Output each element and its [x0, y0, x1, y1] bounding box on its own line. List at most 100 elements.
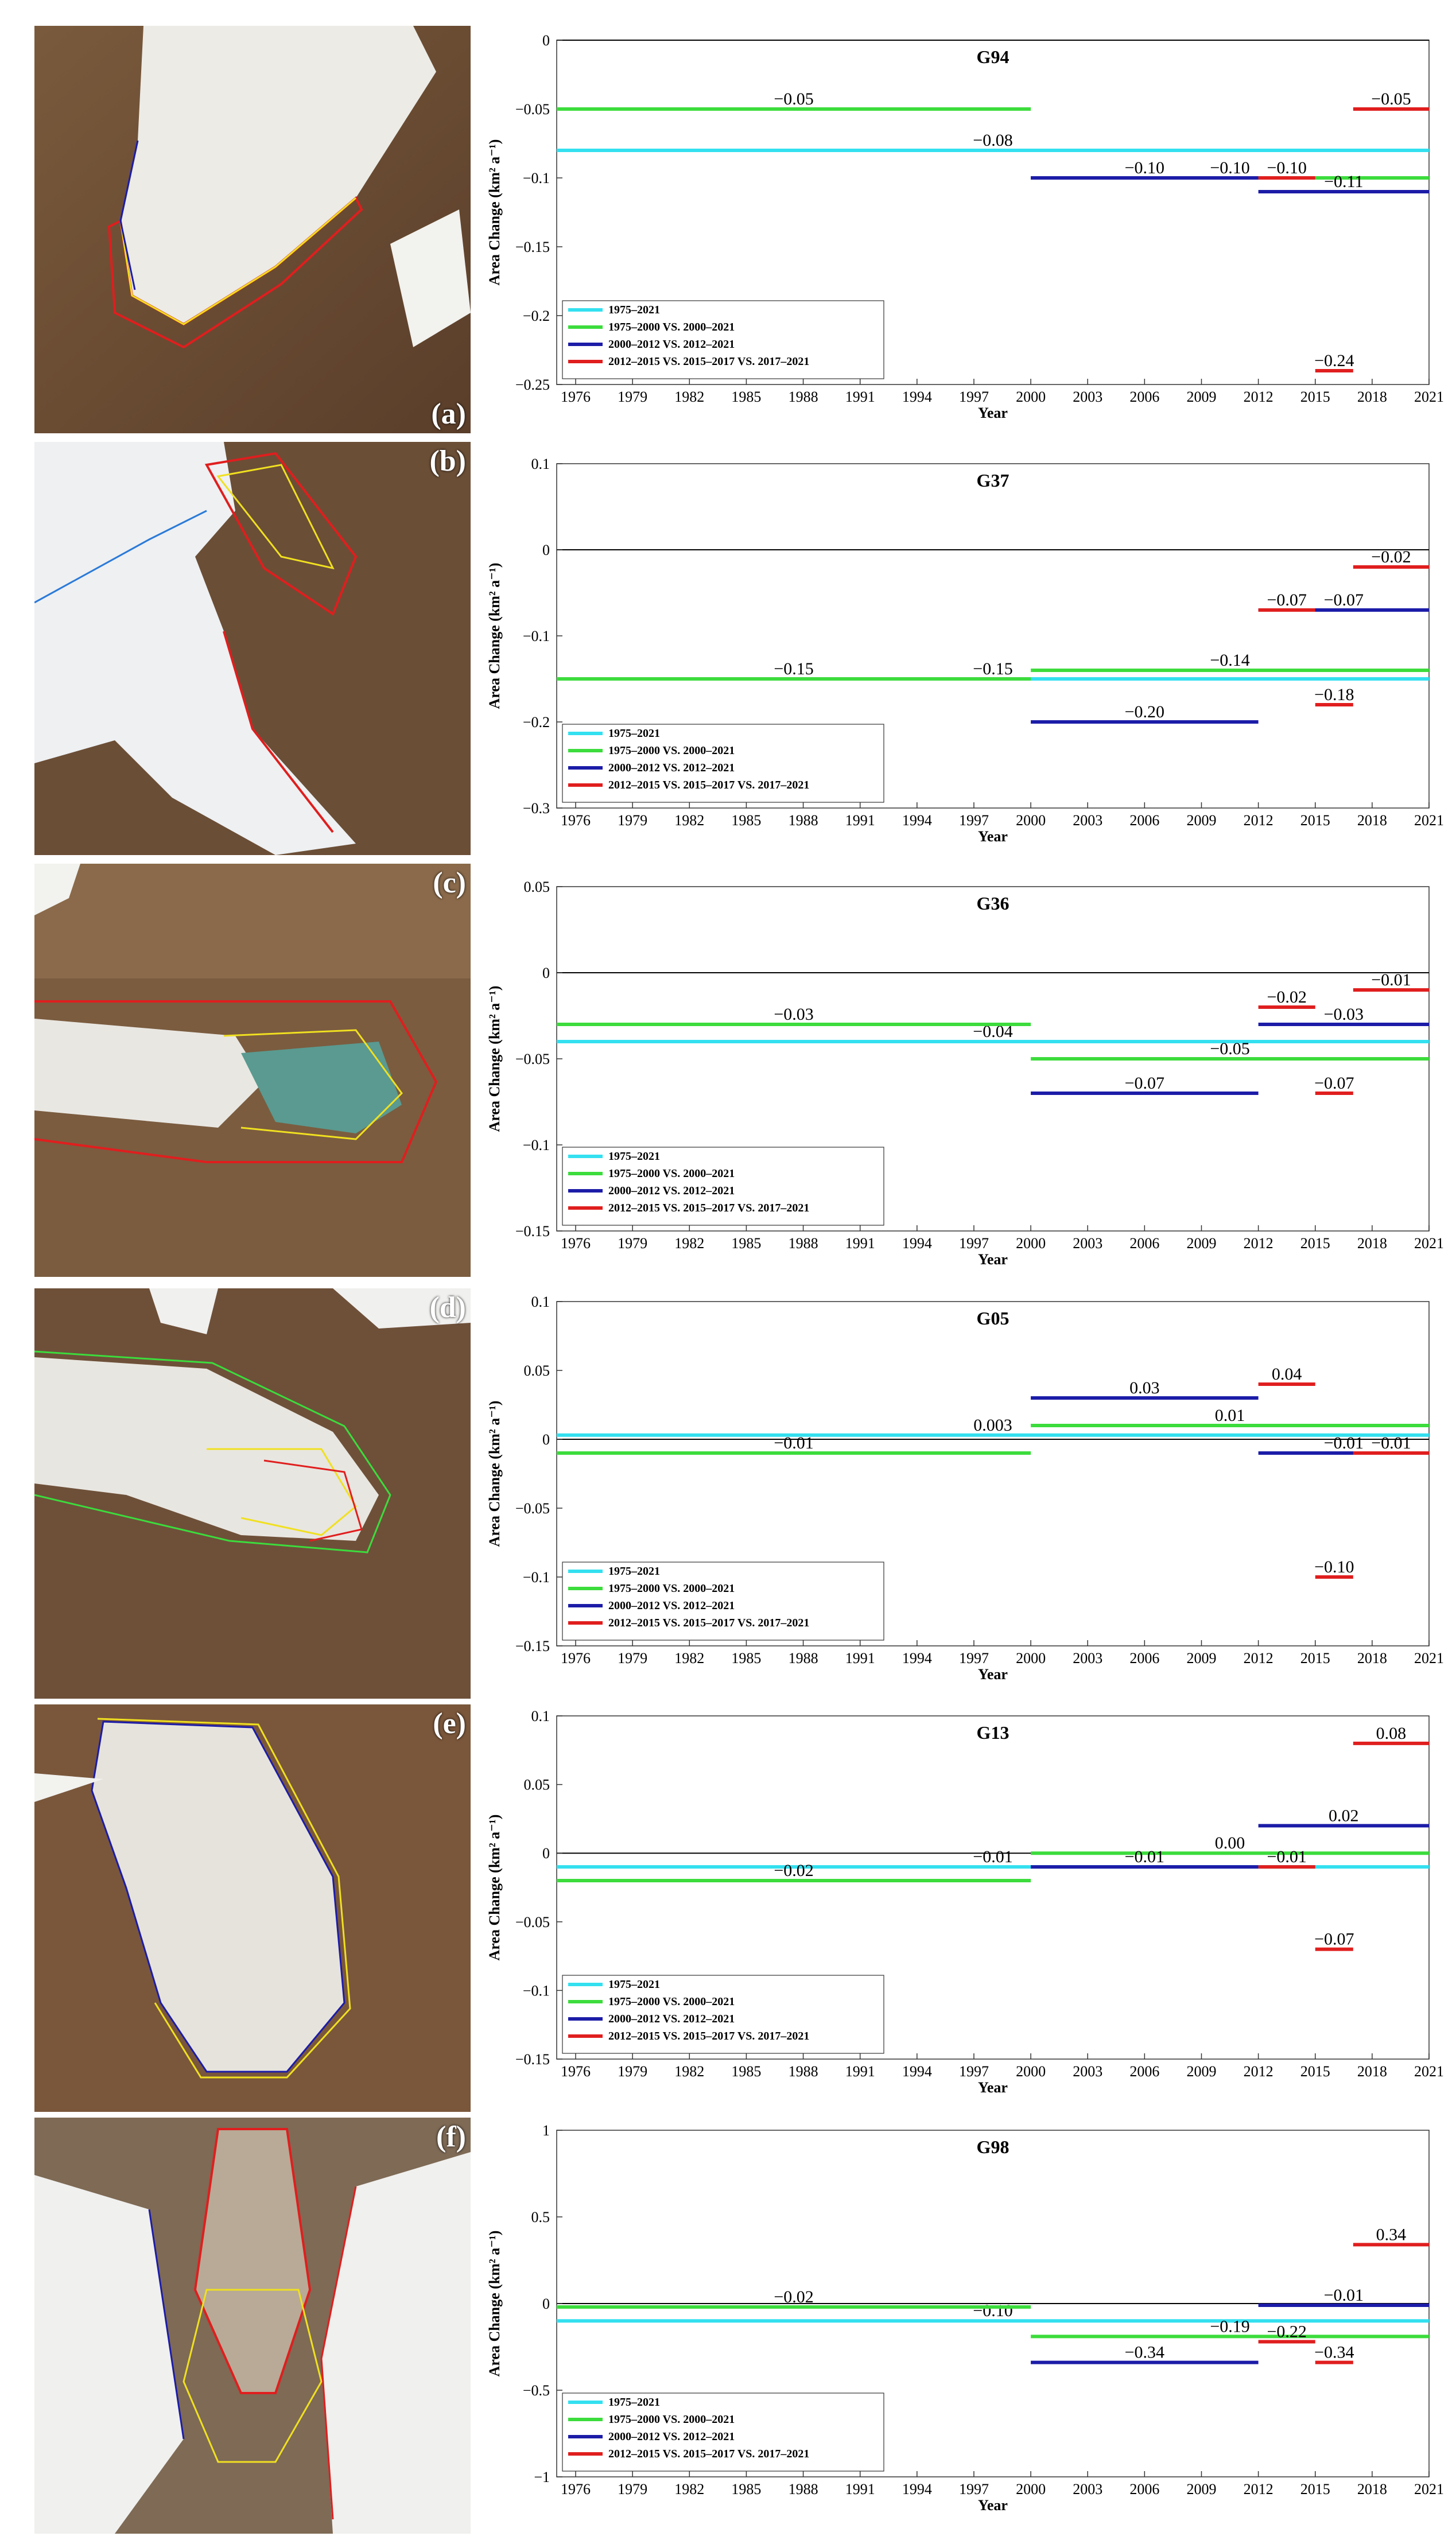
data-label: −0.02: [1267, 988, 1306, 1007]
legend-label: 1975–2000 VS. 2000–2021: [608, 321, 735, 333]
data-label: 0.03: [1129, 1378, 1160, 1397]
y-axis-title: Area Change (km² a⁻¹): [486, 986, 503, 1132]
data-label: −0.01: [1267, 1847, 1306, 1866]
x-tick-label: 1976: [561, 812, 591, 829]
x-tick-label: 1982: [674, 389, 704, 405]
x-tick-label: 2012: [1244, 1235, 1273, 1252]
glacier-photo-e: (e): [34, 1704, 471, 2112]
data-label: −0.34: [1125, 2343, 1164, 2362]
x-tick-label: 1979: [618, 1235, 647, 1252]
panel-letter: (a): [431, 398, 466, 430]
x-tick-label: 1976: [561, 389, 591, 405]
y-tick-label: 0.05: [524, 879, 550, 895]
y-tick-label: 0.1: [531, 1294, 550, 1310]
y-tick-label: 0: [542, 542, 550, 558]
data-label: −0.07: [1314, 1930, 1354, 1949]
y-tick-label: −0.2: [523, 714, 550, 731]
x-tick-label: 2015: [1300, 1235, 1330, 1252]
x-tick-label: 2009: [1186, 389, 1216, 405]
x-tick-label: 2009: [1186, 2481, 1216, 2498]
y-axis-title: Area Change (km² a⁻¹): [486, 2231, 503, 2377]
data-label: −0.03: [1324, 1005, 1364, 1024]
data-label: −0.05: [774, 90, 813, 108]
x-tick-label: 1988: [789, 812, 818, 829]
data-label: −0.01: [1371, 1434, 1411, 1452]
x-tick-label: 1997: [959, 389, 989, 405]
x-tick-label: 2015: [1300, 812, 1330, 829]
chart-svg: 0.1 0.05 0 −0.05 −0.1 −0.15 1976 1979 1982 1985 19…: [486, 1708, 1444, 2096]
data-label: −0.01: [1125, 1847, 1164, 1866]
data-label: −0.11: [1324, 172, 1363, 191]
legend-label: 2000–2012 VS. 2012–2021: [608, 1599, 735, 1612]
y-tick-label: 0.5: [531, 2209, 550, 2225]
data-label: 0.00: [1215, 1834, 1245, 1852]
data-label: −0.19: [1210, 2317, 1249, 2336]
x-tick-label: 2012: [1244, 1650, 1273, 1667]
legend-label: 1975–2021: [608, 1978, 660, 1991]
data-label: 0.02: [1329, 1806, 1359, 1825]
x-tick-label: 1994: [902, 812, 932, 829]
chart-g37: 0.1 0 −0.1 −0.2 −0.3 1976 1979 1982 1985 1988 1991…: [476, 436, 1456, 861]
x-tick-label: 2021: [1414, 2481, 1444, 2498]
panel-row-b: (b) 0.1 0 −0.1 −0.2 −0.3 1976 1979 1982 1985 1988…: [0, 436, 1456, 861]
panel-letter: (b): [429, 445, 466, 477]
y-tick-label: 0.1: [531, 1708, 550, 1725]
y-tick-label: −0.5: [523, 2382, 550, 2399]
x-tick-label: 2018: [1357, 812, 1387, 829]
x-tick-label: 2003: [1073, 389, 1102, 405]
chart-svg: 0 −0.05 −0.1 −0.15 −0.2 −0.25 1976 1979 1982 1985…: [486, 32, 1444, 421]
legend-box: [562, 1975, 884, 2054]
y-tick-label: −0.05: [515, 1500, 550, 1517]
x-tick-label: 2015: [1300, 2063, 1330, 2080]
x-tick-label: 1994: [902, 1235, 932, 1252]
data-label: −0.20: [1125, 702, 1164, 721]
x-axis-title: Year: [978, 1666, 1008, 1683]
chart-title: G94: [977, 46, 1010, 67]
y-tick-label: 0: [542, 1845, 550, 1862]
panel-row-c: (c) 0.05 0 −0.05 −0.1 −0.15 1976 1979 1982 1985 1…: [0, 861, 1456, 1285]
panel-letter: (c): [433, 867, 466, 899]
x-tick-label: 2018: [1357, 389, 1387, 405]
y-tick-label: 0.05: [524, 1362, 550, 1379]
data-label: 0.003: [973, 1416, 1012, 1435]
panel-row-d: (d) 0.1 0.05 0 −0.05 −0.1 −0.15 1976 1979 1982 19…: [0, 1285, 1456, 1704]
x-tick-label: 1988: [789, 389, 818, 405]
y-axis-title: Area Change (km² a⁻¹): [486, 563, 503, 709]
x-tick-label: 1976: [561, 1650, 591, 1667]
x-tick-label: 2006: [1129, 1650, 1159, 1667]
y-tick-label: −0.05: [515, 1051, 550, 1067]
data-label: −0.14: [1210, 651, 1249, 670]
y-tick-label: −0.1: [523, 1137, 550, 1153]
chart-svg: 0.1 0 −0.1 −0.2 −0.3 1976 1979 1982 1985 1988 1991…: [486, 456, 1444, 845]
data-label: −0.01: [1324, 2286, 1364, 2305]
data-label: −0.02: [774, 2287, 813, 2306]
x-tick-label: 2012: [1244, 812, 1273, 829]
legend-label: 2000–2012 VS. 2012–2021: [608, 1184, 735, 1197]
satellite-image: [34, 864, 471, 1277]
x-tick-label: 1976: [561, 2481, 591, 2498]
data-label: −0.01: [774, 1434, 813, 1452]
x-tick-label: 2009: [1186, 2063, 1216, 2080]
x-tick-label: 2003: [1073, 1235, 1102, 1252]
data-label: 0.01: [1215, 1406, 1245, 1425]
x-tick-label: 2000: [1016, 2481, 1046, 2498]
x-tick-label: 1982: [674, 2481, 704, 2498]
data-label: −0.10: [1125, 158, 1164, 177]
x-tick-label: 1985: [731, 812, 761, 829]
y-tick-label: −0.1: [523, 170, 550, 187]
x-tick-label: 2006: [1129, 812, 1159, 829]
y-tick-label: −1: [534, 2469, 550, 2485]
y-tick-label: −0.1: [523, 628, 550, 644]
x-tick-label: 2000: [1016, 1650, 1046, 1667]
y-tick-label: −0.05: [515, 101, 550, 118]
legend-label: 2012–2015 VS. 2015–2017 VS. 2017–2021: [608, 1617, 809, 1629]
legend-label: 2000–2012 VS. 2012–2021: [608, 762, 735, 774]
x-tick-label: 1985: [731, 1235, 761, 1252]
data-label: −0.05: [1210, 1039, 1249, 1058]
x-tick-label: 2009: [1186, 1650, 1216, 1667]
y-tick-label: 0.1: [531, 456, 550, 472]
chart-svg: 0.1 0.05 0 −0.05 −0.1 −0.15 1976 1979 1982 1985 19…: [486, 1294, 1444, 1683]
data-label: −0.07: [1267, 591, 1306, 609]
data-label: −0.07: [1125, 1074, 1164, 1093]
x-tick-label: 1982: [674, 1235, 704, 1252]
